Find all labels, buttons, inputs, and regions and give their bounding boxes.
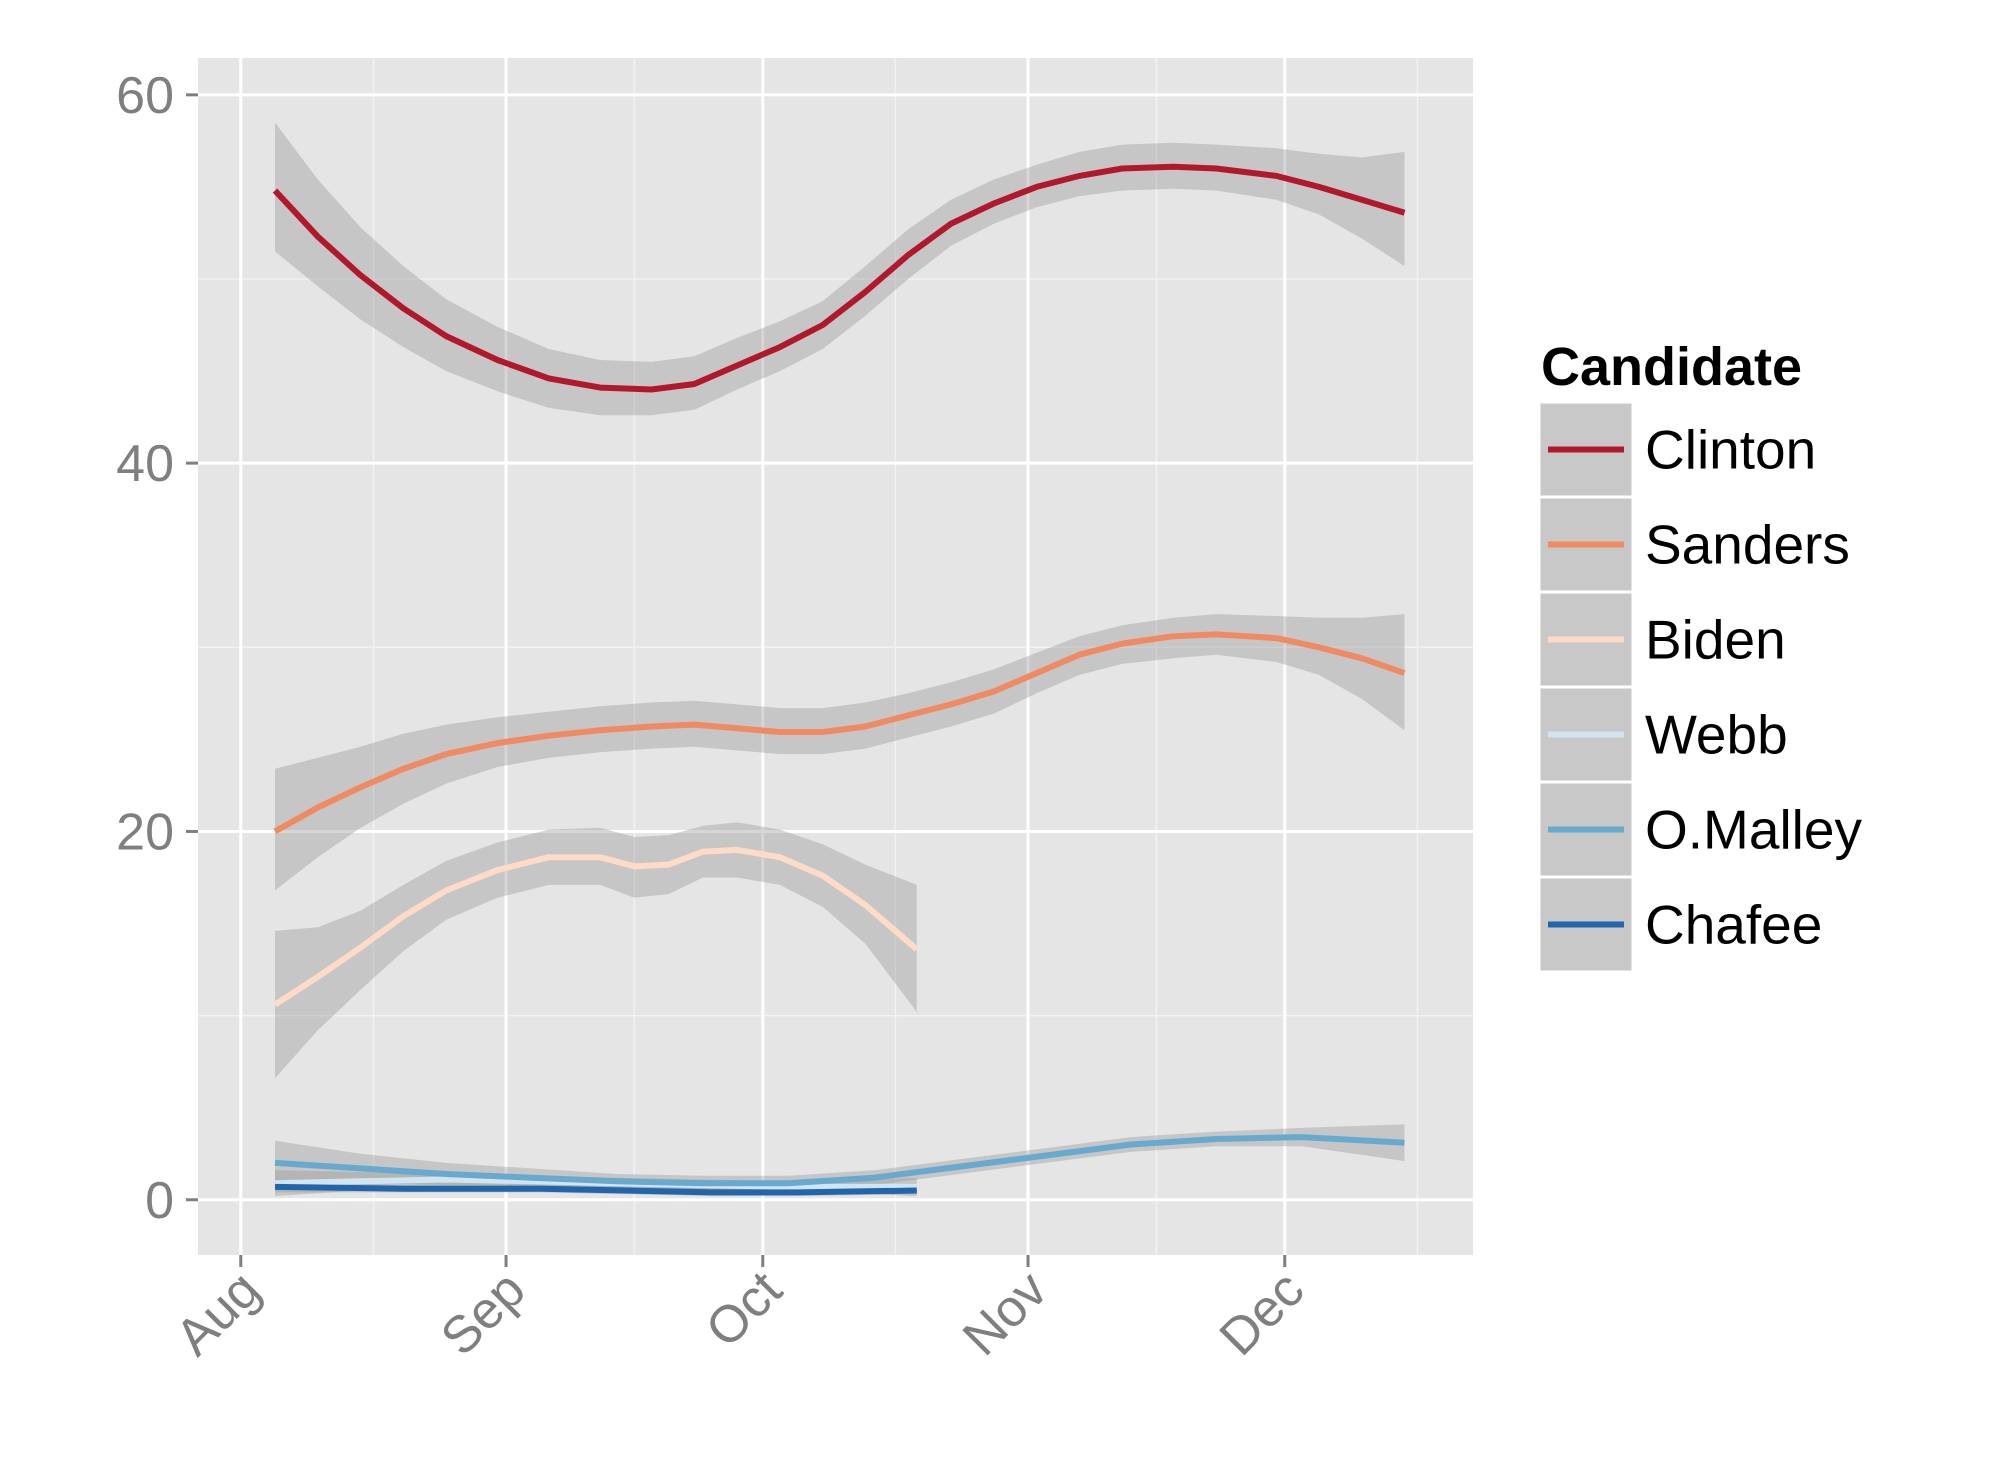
- line-biden: [273, 846, 919, 1008]
- legend-item-biden: Biden: [1537, 590, 1786, 689]
- x-tick-label: Sep: [430, 1260, 536, 1366]
- x-tick-label: Dec: [1209, 1260, 1315, 1366]
- series-lines: [272, 163, 1406, 1196]
- band-clinton: [275, 122, 1405, 416]
- band-omalley: [275, 1124, 1405, 1191]
- line-omalley: [274, 1134, 1405, 1187]
- legend-label: Clinton: [1645, 419, 1816, 481]
- legend-item-webb: Webb: [1537, 685, 1788, 784]
- legend-keys: Clinton Sanders Biden Webb O.Malley Chafee: [1537, 400, 1862, 974]
- legend-item-clinton: Clinton: [1537, 400, 1816, 499]
- x-tick-label: Aug: [165, 1260, 271, 1366]
- minor-gridlines: [198, 58, 1473, 1255]
- x-axis: Aug Sep Oct Nov Dec: [165, 1255, 1315, 1367]
- line-sanders: [273, 631, 1406, 835]
- legend-label: O.Malley: [1645, 799, 1862, 861]
- x-tick-label: Nov: [952, 1260, 1058, 1366]
- legend-item-omalley: O.Malley: [1537, 780, 1862, 879]
- plot-panel: [198, 58, 1473, 1255]
- line-chafee: [274, 1183, 917, 1196]
- legend-label: Biden: [1645, 609, 1786, 671]
- legend-label: Webb: [1645, 704, 1788, 766]
- major-gridlines: [198, 58, 1473, 1255]
- y-tick-label: 20: [116, 803, 174, 861]
- legend-item-sanders: Sanders: [1537, 495, 1850, 594]
- legend-label: Sanders: [1645, 514, 1850, 576]
- band-biden: [275, 822, 917, 1079]
- y-tick-label: 40: [116, 435, 174, 493]
- line-clinton: [272, 163, 1406, 393]
- legend-label: Chafee: [1645, 894, 1822, 956]
- legend-title: Candidate: [1541, 337, 1802, 397]
- y-tick-label: 60: [116, 67, 174, 125]
- legend: Candidate Clinton Sanders Biden Webb O.Malle…: [1537, 337, 1862, 974]
- x-tick-label: Oct: [695, 1260, 794, 1359]
- legend-item-chafee: Chafee: [1537, 875, 1822, 974]
- y-tick-label: 0: [145, 1172, 174, 1230]
- y-axis: 0 20 40 60: [116, 67, 198, 1230]
